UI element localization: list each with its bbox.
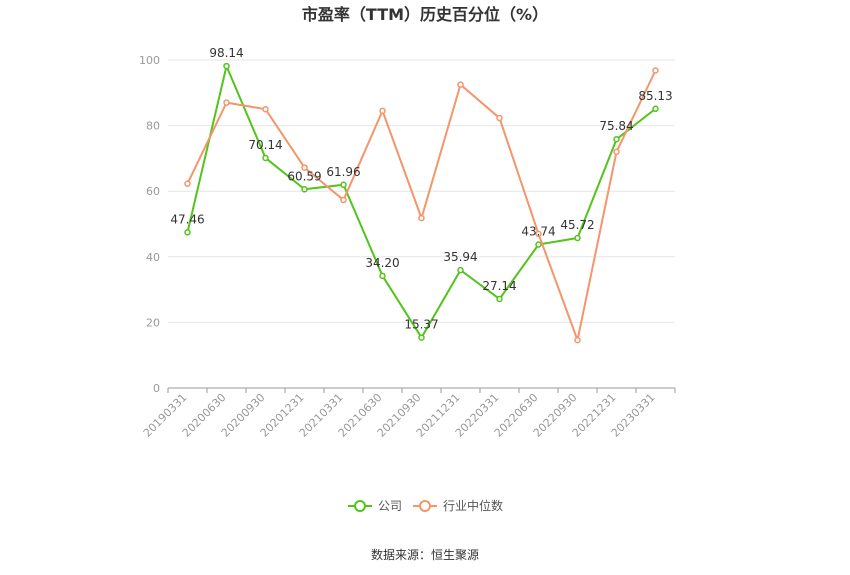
y-tick-label: 100	[139, 54, 160, 67]
series-line-1	[186, 70, 657, 342]
data-point[interactable]	[223, 62, 230, 70]
data-point[interactable]	[340, 181, 347, 189]
data-point[interactable]	[418, 334, 425, 341]
data-point[interactable]	[340, 196, 347, 204]
data-point[interactable]	[496, 295, 503, 303]
data-label: 15.37	[404, 318, 438, 332]
data-point[interactable]	[613, 148, 620, 156]
data-source: 数据来源：恒生聚源	[371, 547, 479, 562]
data-label: 85.13	[638, 89, 672, 103]
data-point[interactable]	[223, 99, 230, 106]
data-label: 27.14	[482, 279, 516, 293]
y-tick-label: 40	[146, 251, 160, 264]
y-tick-label: 80	[146, 120, 160, 133]
legend-item-industry-median[interactable]: 行业中位数	[413, 498, 503, 513]
series-layer	[184, 62, 659, 344]
data-label: 98.14	[209, 46, 243, 60]
data-label: 34.20	[365, 256, 399, 270]
data-label-layer: 47.46 98.14 70.14 60.59 61.96 34.20 15.37 35.94…	[170, 46, 672, 331]
data-label: 60.59	[287, 169, 321, 183]
data-point[interactable]	[301, 164, 308, 171]
series-line-0	[186, 65, 657, 339]
data-point[interactable]	[457, 81, 464, 88]
data-point[interactable]	[379, 107, 386, 115]
data-point[interactable]	[496, 114, 503, 122]
data-point[interactable]	[184, 180, 191, 187]
data-point[interactable]	[652, 105, 659, 113]
data-point[interactable]	[379, 272, 386, 280]
data-label: 43.74	[521, 225, 555, 239]
legend-label-company: 公司	[378, 499, 402, 513]
data-label: 35.94	[443, 250, 477, 264]
data-point[interactable]	[652, 67, 659, 74]
data-point[interactable]	[262, 154, 269, 162]
data-label: 70.14	[248, 138, 282, 152]
y-tick-label: 0	[153, 382, 160, 395]
grid-layer	[168, 59, 675, 323]
data-label: 61.96	[326, 165, 360, 179]
data-point[interactable]	[184, 229, 191, 236]
data-point[interactable]	[457, 266, 464, 274]
data-point[interactable]	[301, 186, 308, 193]
data-point[interactable]	[535, 241, 542, 248]
data-label: 75.84	[599, 119, 633, 133]
data-label: 47.46	[170, 212, 204, 226]
axis-layer: 0204060801002019033120200630202009302020…	[139, 54, 676, 440]
legend: 公司 行业中位数	[348, 498, 503, 513]
data-point[interactable]	[418, 214, 425, 222]
legend-item-company[interactable]: 公司	[348, 499, 402, 513]
data-label: 45.72	[560, 218, 594, 232]
data-point[interactable]	[613, 135, 620, 143]
legend-marker-industry-median	[419, 500, 431, 512]
chart-title: 市盈率（TTM）历史百分位（%）	[302, 5, 548, 24]
data-point[interactable]	[574, 336, 581, 344]
legend-label-industry-median: 行业中位数	[443, 498, 503, 513]
data-point[interactable]	[535, 230, 542, 238]
y-tick-label: 60	[146, 185, 160, 198]
data-point[interactable]	[262, 105, 269, 113]
y-tick-label: 20	[146, 316, 160, 329]
data-point[interactable]	[574, 234, 581, 242]
legend-marker-company	[354, 500, 366, 512]
